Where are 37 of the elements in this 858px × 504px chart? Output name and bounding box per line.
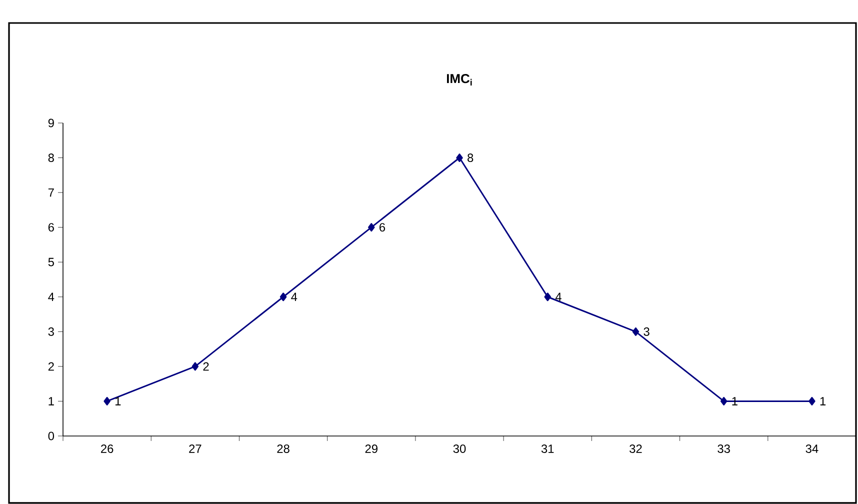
y-tick-label: 9: [48, 118, 54, 128]
x-tick-label: 30: [453, 444, 466, 453]
point: [280, 292, 287, 302]
data-label: 4: [291, 292, 298, 301]
y-tick-label: 8: [48, 154, 54, 162]
x-tick-label: 27: [189, 444, 202, 453]
point: [808, 396, 816, 406]
point: [368, 223, 375, 232]
point: [192, 362, 199, 371]
x-tick-label: 34: [806, 444, 818, 453]
data-label: 8: [468, 154, 474, 162]
chart-title: IMC$_{i}$: [446, 74, 472, 86]
data-label: 2: [203, 362, 209, 371]
x-tick-label: 29: [365, 444, 378, 453]
point: [720, 396, 728, 406]
data-label: 1: [820, 397, 826, 406]
x-tick-label: 33: [718, 444, 730, 453]
y-tick-label: 2: [48, 362, 54, 371]
point: [544, 292, 551, 302]
y-tick-label: 7: [48, 188, 54, 197]
data-label: 3: [644, 327, 650, 336]
point: [632, 327, 640, 336]
data-label: 6: [380, 223, 386, 232]
point: [456, 154, 463, 162]
y-tick-label: 4: [48, 292, 54, 301]
y-tick-label: 5: [48, 258, 54, 266]
data-label: 1: [115, 397, 121, 406]
y-tick-label: 6: [48, 223, 54, 232]
point: [104, 396, 110, 406]
y-tick-label: 3: [48, 327, 54, 336]
data-label: 4: [555, 292, 562, 301]
x-tick-label: 28: [277, 444, 290, 453]
x-tick-label: 26: [101, 444, 114, 453]
x-tick-label: 32: [630, 444, 642, 453]
y-tick-label: 1: [48, 397, 54, 406]
y-tick-label: 0: [48, 432, 54, 440]
x-tick-label: 31: [541, 444, 554, 453]
